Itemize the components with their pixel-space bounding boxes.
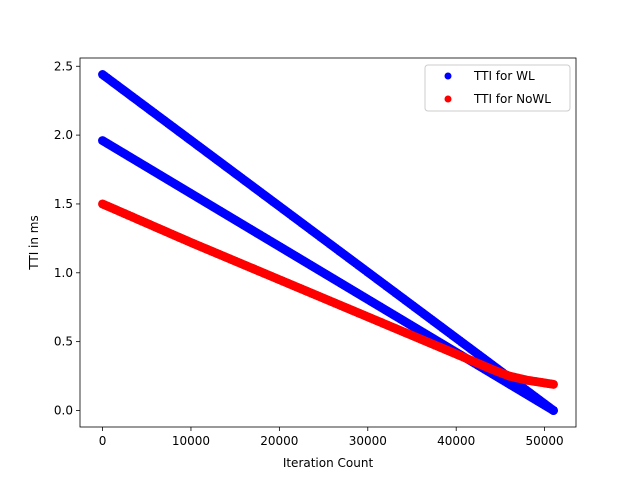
y-tick-label: 2.5: [54, 59, 73, 73]
points-layer: [98, 70, 558, 415]
legend-label-wl: TTI for WL: [473, 69, 535, 83]
y-tick-label: 1.0: [54, 266, 73, 280]
x-tick-label: 50000: [526, 434, 564, 448]
y-tick-label: 0.5: [54, 335, 73, 349]
point-series0-seg1: [548, 405, 558, 415]
plot-frame: [79, 57, 577, 428]
x-tick-label: 10000: [172, 434, 210, 448]
legend-marker-nowl: [444, 95, 452, 103]
legend-label-nowl: TTI for NoWL: [473, 92, 551, 106]
x-axis-label: Iteration Count: [283, 456, 374, 470]
legend: TTI for WL TTI for NoWL: [424, 64, 571, 112]
x-tick-label: 0: [99, 434, 107, 448]
x-tick-label: 30000: [349, 434, 387, 448]
x-axis-ticks: 0 10000 20000 30000 40000 50000: [99, 427, 564, 448]
y-axis-ticks: 0.0 0.5 1.0 1.5 2.0 2.5: [54, 59, 80, 417]
y-tick-label: 1.5: [54, 197, 73, 211]
legend-marker-wl: [444, 72, 452, 80]
y-tick-label: 0.0: [54, 403, 73, 417]
y-tick-label: 2.0: [54, 128, 73, 142]
y-axis-label: TTI in ms: [27, 215, 41, 271]
x-tick-label: 20000: [260, 434, 298, 448]
x-tick-label: 40000: [437, 434, 475, 448]
legend-box: [424, 64, 571, 112]
point-series1-seg0: [548, 379, 558, 389]
